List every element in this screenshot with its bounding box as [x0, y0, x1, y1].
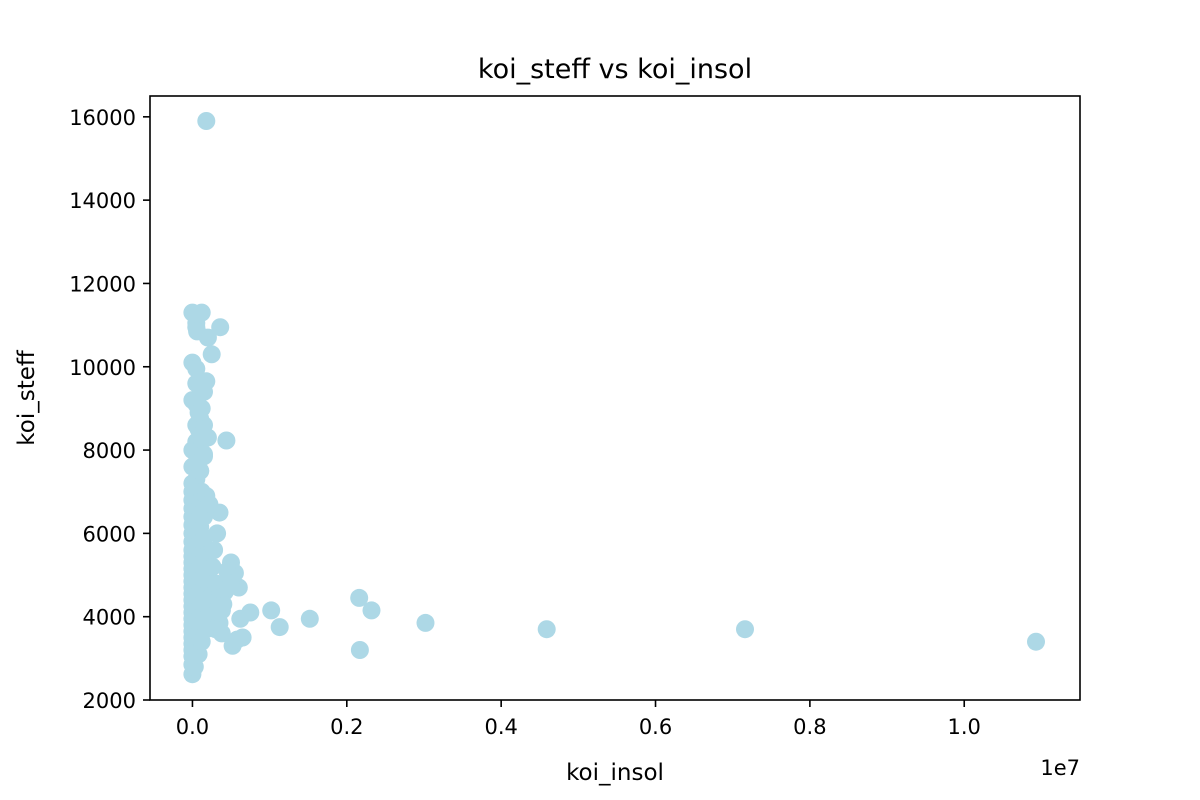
data-point: [198, 428, 217, 447]
data-point: [209, 597, 228, 616]
data-point: [203, 557, 222, 576]
data-point: [191, 461, 210, 480]
x-tick-label: 0.4: [484, 715, 517, 739]
data-point: [1027, 632, 1045, 651]
y-tick-label: 12000: [69, 272, 136, 296]
data-point: [537, 620, 556, 639]
data-point: [200, 495, 219, 514]
x-tick-label: 0.2: [330, 715, 363, 739]
data-point: [736, 620, 754, 639]
chart-title: koi_steff vs koi_insol: [478, 54, 752, 85]
data-point: [416, 613, 435, 632]
data-point: [262, 601, 281, 620]
data-point: [233, 628, 252, 647]
data-points: [183, 112, 1045, 684]
data-point: [195, 447, 213, 466]
data-point: [205, 541, 224, 559]
y-tick-label: 4000: [83, 606, 136, 630]
y-tick-label: 8000: [83, 439, 136, 463]
y-tick-label: 10000: [69, 356, 136, 380]
data-point: [202, 345, 221, 364]
y-axis: 2000 4000 6000 8000 10000 12000 14000 16000: [69, 106, 150, 713]
data-point: [187, 359, 206, 378]
data-point: [208, 524, 227, 543]
x-axis-offset-label: 1e7: [1040, 756, 1080, 780]
y-tick-label: 2000: [83, 689, 136, 713]
data-point: [189, 305, 208, 324]
x-axis-label: koi_insol: [566, 760, 664, 786]
data-point: [300, 609, 319, 628]
x-tick-label: 1.0: [948, 715, 981, 739]
data-point: [197, 372, 216, 391]
y-axis-label: koi_steff: [14, 349, 40, 446]
data-point: [362, 601, 381, 620]
x-axis: 0.0 0.2 0.4 0.6 0.8 1.0: [176, 700, 981, 739]
data-point: [198, 328, 217, 347]
data-point: [211, 318, 230, 337]
plot-frame: [149, 95, 1081, 701]
data-point: [350, 588, 369, 607]
data-point: [222, 574, 240, 593]
y-tick-label: 6000: [83, 522, 136, 546]
data-point: [189, 403, 208, 422]
y-tick-label: 14000: [69, 189, 136, 213]
x-tick-label: 0.6: [639, 715, 672, 739]
y-tick-label: 16000: [69, 106, 136, 130]
data-point: [350, 641, 369, 659]
data-point: [270, 618, 289, 637]
x-tick-label: 0.8: [793, 715, 826, 739]
data-point: [197, 112, 216, 130]
data-point: [217, 431, 236, 450]
x-tick-label: 0.0: [176, 715, 209, 739]
data-point: [241, 603, 260, 622]
data-point: [212, 624, 231, 643]
